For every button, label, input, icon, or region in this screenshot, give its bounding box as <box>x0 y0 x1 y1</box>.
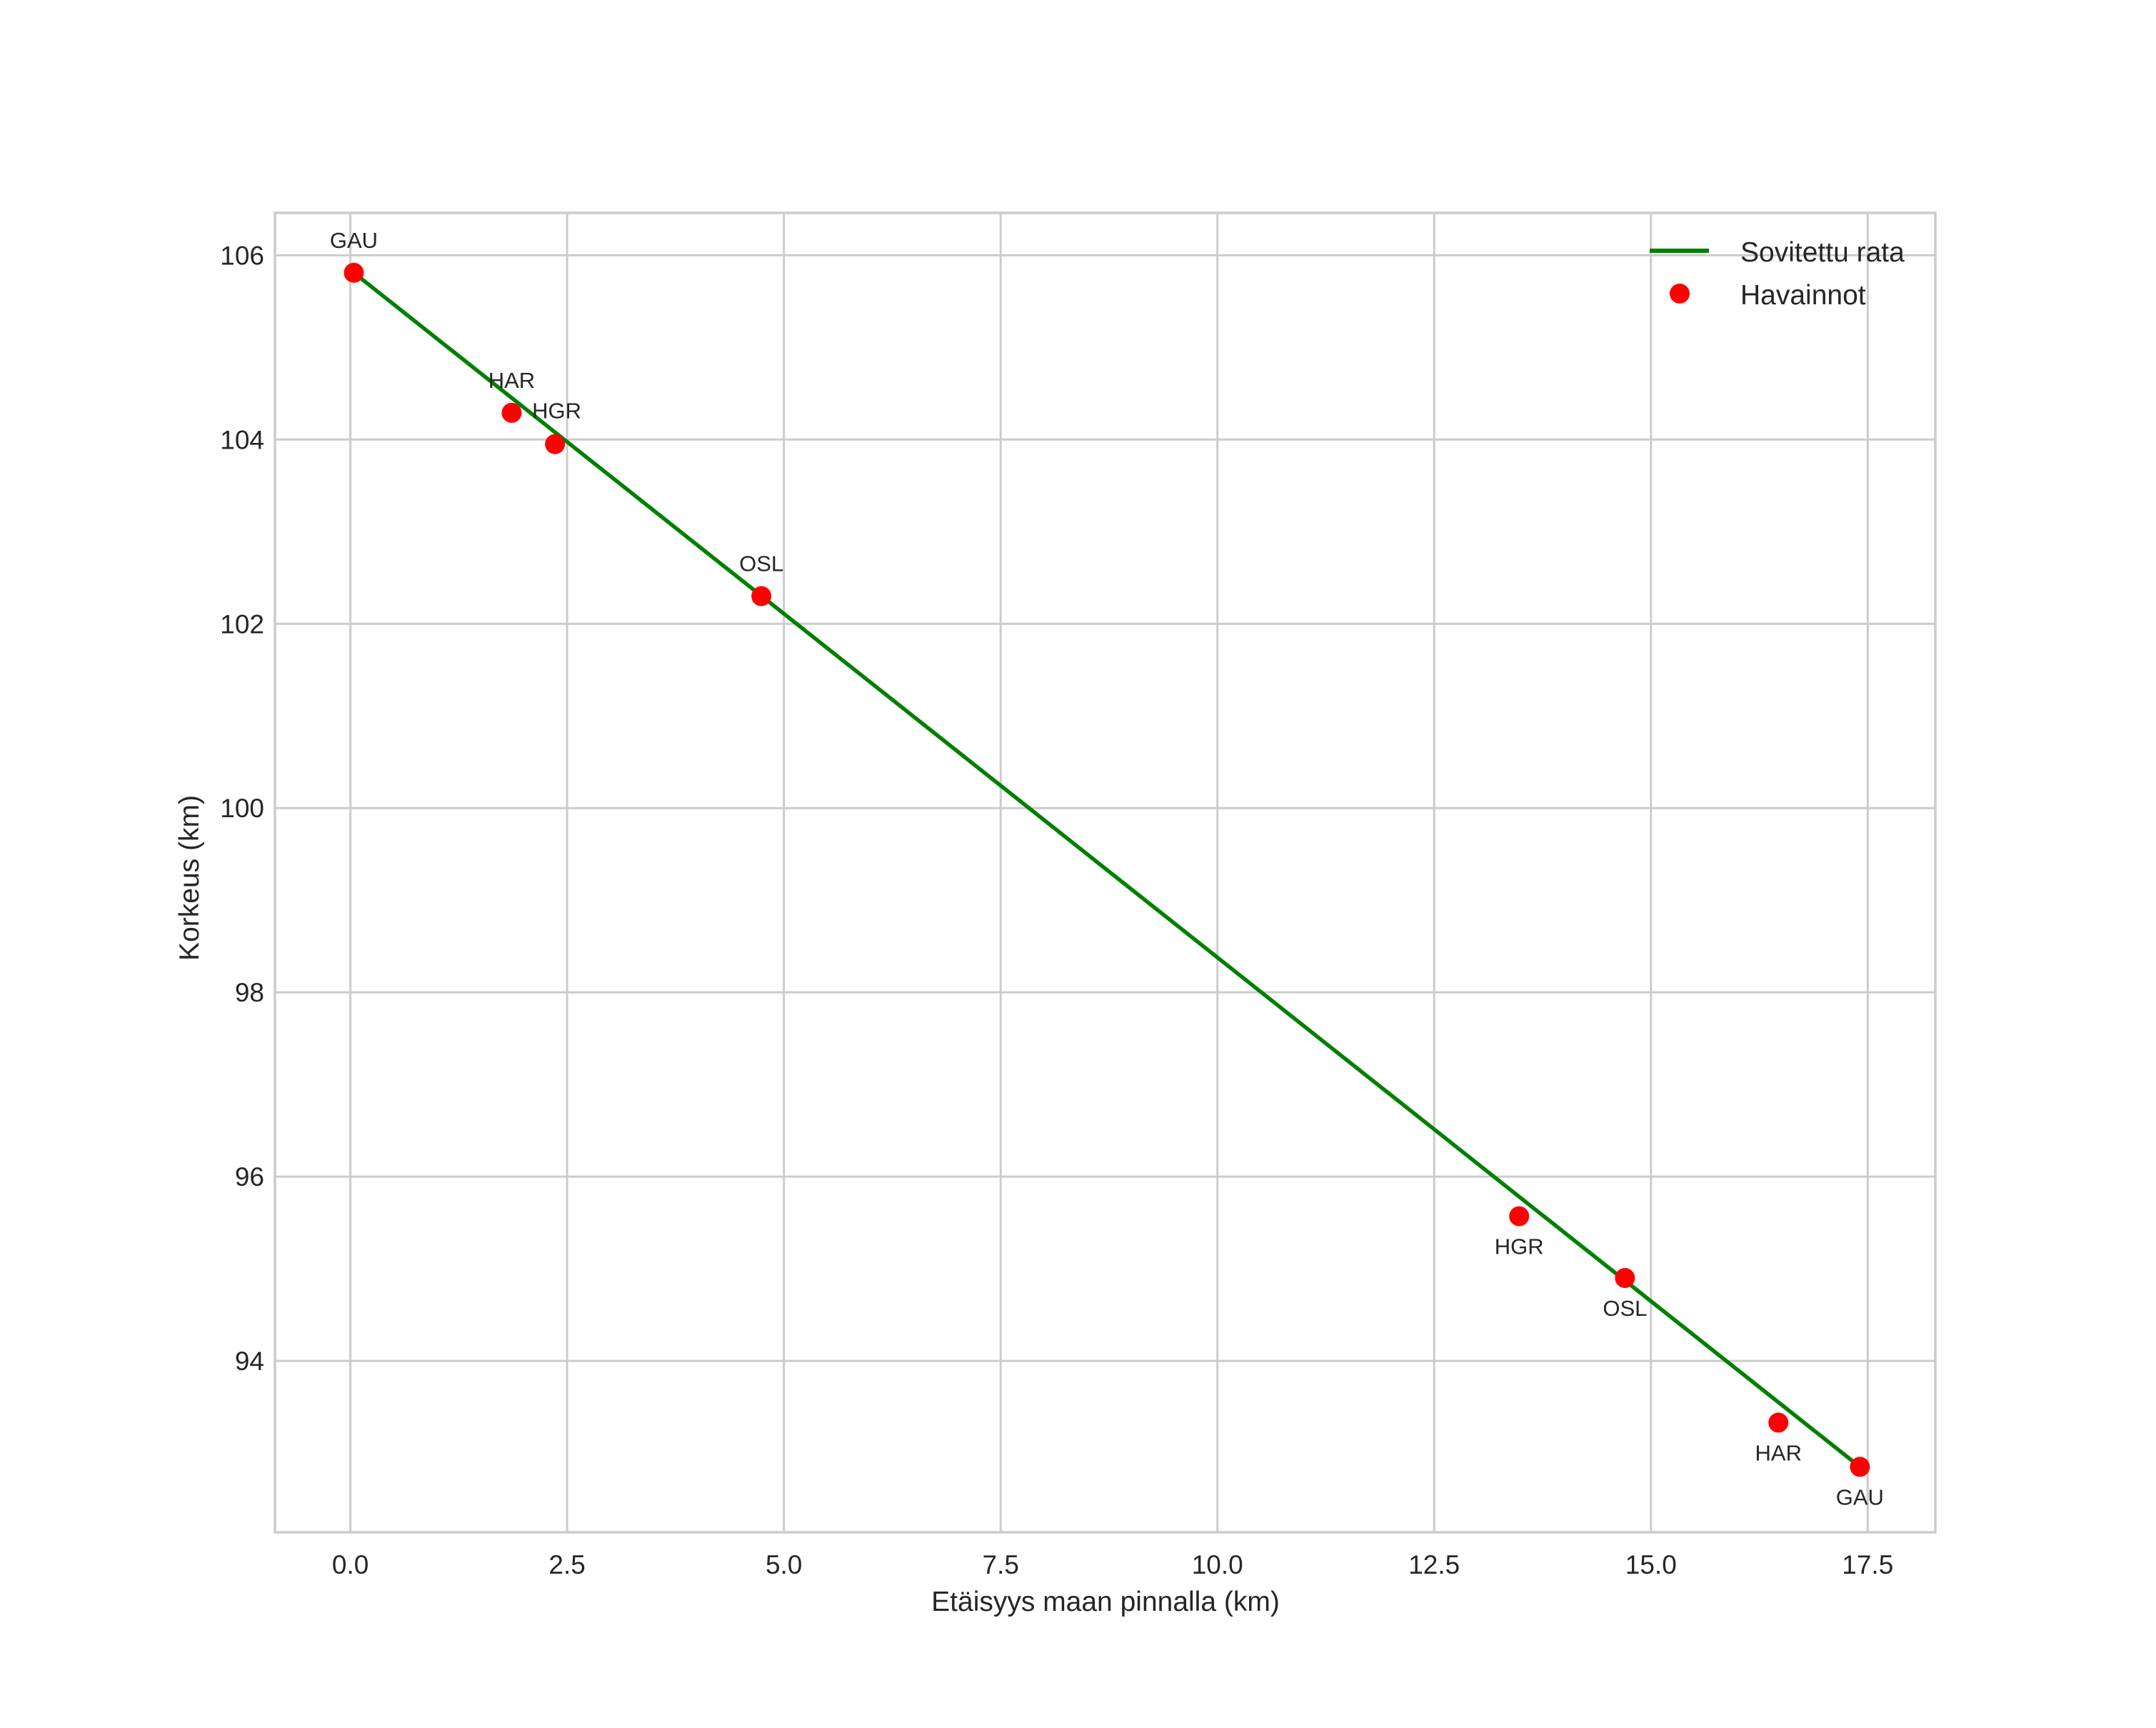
observation-point <box>545 434 566 454</box>
observation-point <box>1768 1412 1789 1433</box>
observation-point <box>1850 1457 1870 1477</box>
x-tick-label: 12.5 <box>1408 1550 1460 1579</box>
observation-label: GAU <box>1836 1484 1884 1509</box>
x-tick-label: 7.5 <box>982 1550 1018 1579</box>
observation-label: HAR <box>1755 1441 1802 1466</box>
fitted-line-series <box>352 271 1862 1469</box>
legend-dot-swatch <box>1670 284 1690 304</box>
observation-label: HGR <box>1495 1234 1544 1259</box>
legend-label-observations: Havainnot <box>1740 280 1866 311</box>
y-tick-label: 106 <box>220 241 264 270</box>
y-axis-label: Korkeus (km) <box>174 795 205 961</box>
x-tick-label: 2.5 <box>548 1550 585 1579</box>
legend: Sovitettu rata Havainnot <box>1650 237 1905 311</box>
x-tick-labels: 0.0 2.5 5.0 7.5 10.0 12.5 15.0 17.5 <box>332 1550 1893 1579</box>
y-tick-labels: 94 96 98 100 102 104 106 <box>220 241 264 1376</box>
y-tick-label: 100 <box>220 794 264 823</box>
observation-point <box>501 402 522 423</box>
y-tick-label: 96 <box>235 1162 264 1192</box>
observation-point <box>1509 1206 1530 1227</box>
x-axis-label: Etäisyys maan pinnalla (km) <box>931 1587 1280 1617</box>
y-tick-label: 94 <box>235 1347 264 1376</box>
observation-labels: GAU HAR HGR OSL HGR OSL HAR GAU <box>330 228 1884 1510</box>
observation-point <box>344 262 364 283</box>
observation-label: GAU <box>330 228 378 253</box>
observation-label: HGR <box>532 399 581 424</box>
observation-point <box>1615 1268 1635 1289</box>
observation-points <box>344 262 1870 1477</box>
fitted-line <box>352 271 1862 1469</box>
legend-label-fitted-line: Sovitettu rata <box>1740 237 1905 268</box>
x-tick-label: 15.0 <box>1625 1550 1677 1579</box>
y-gridlines <box>275 254 1935 1362</box>
y-tick-label: 102 <box>220 609 264 639</box>
plot-frame <box>274 211 1937 1534</box>
observation-label: OSL <box>1603 1296 1647 1321</box>
observation-label: HAR <box>488 368 535 393</box>
x-tick-label: 10.0 <box>1192 1550 1243 1579</box>
x-tick-label: 5.0 <box>766 1550 802 1579</box>
observation-label: OSL <box>739 551 783 576</box>
y-tick-label: 104 <box>220 425 264 454</box>
y-tick-label: 98 <box>235 978 264 1007</box>
x-gridlines <box>349 213 1869 1532</box>
observation-point <box>751 586 772 606</box>
x-tick-label: 17.5 <box>1842 1550 1893 1579</box>
x-tick-label: 0.0 <box>332 1550 368 1579</box>
